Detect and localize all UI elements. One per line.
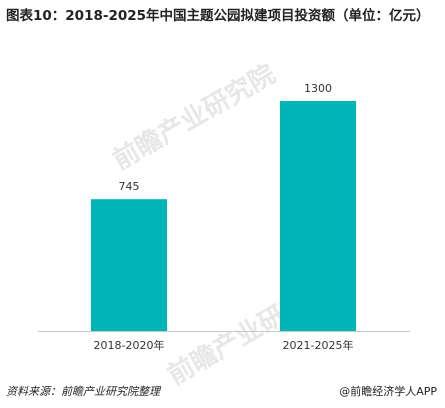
source-note: 资料来源：前瞻产业研究院整理	[6, 385, 160, 398]
credit-note: @前瞻经济学人APP	[339, 385, 437, 398]
bar-1	[91, 199, 167, 331]
data-label-2: 1300	[304, 82, 332, 95]
data-label-1: 745	[119, 180, 140, 193]
x-tick-label-1: 2018-2020年	[94, 338, 165, 352]
chart-title: 图表10：2018-2025年中国主题公园拟建项目投资额（单位：亿元）	[6, 8, 430, 24]
bar-2	[280, 101, 356, 331]
x-tick-label-2: 2021-2025年	[283, 338, 354, 352]
